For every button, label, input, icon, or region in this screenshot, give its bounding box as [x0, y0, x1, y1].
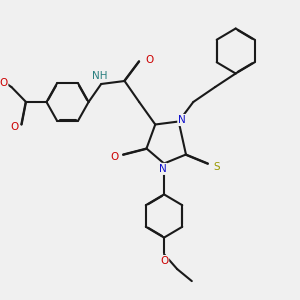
Text: O: O: [10, 122, 19, 133]
Text: O: O: [0, 77, 8, 88]
Text: NH: NH: [92, 70, 107, 81]
Text: S: S: [213, 161, 220, 172]
Text: O: O: [110, 152, 118, 163]
Text: N: N: [178, 115, 186, 125]
Text: N: N: [159, 164, 167, 174]
Text: O: O: [160, 256, 168, 266]
Text: O: O: [145, 55, 154, 65]
